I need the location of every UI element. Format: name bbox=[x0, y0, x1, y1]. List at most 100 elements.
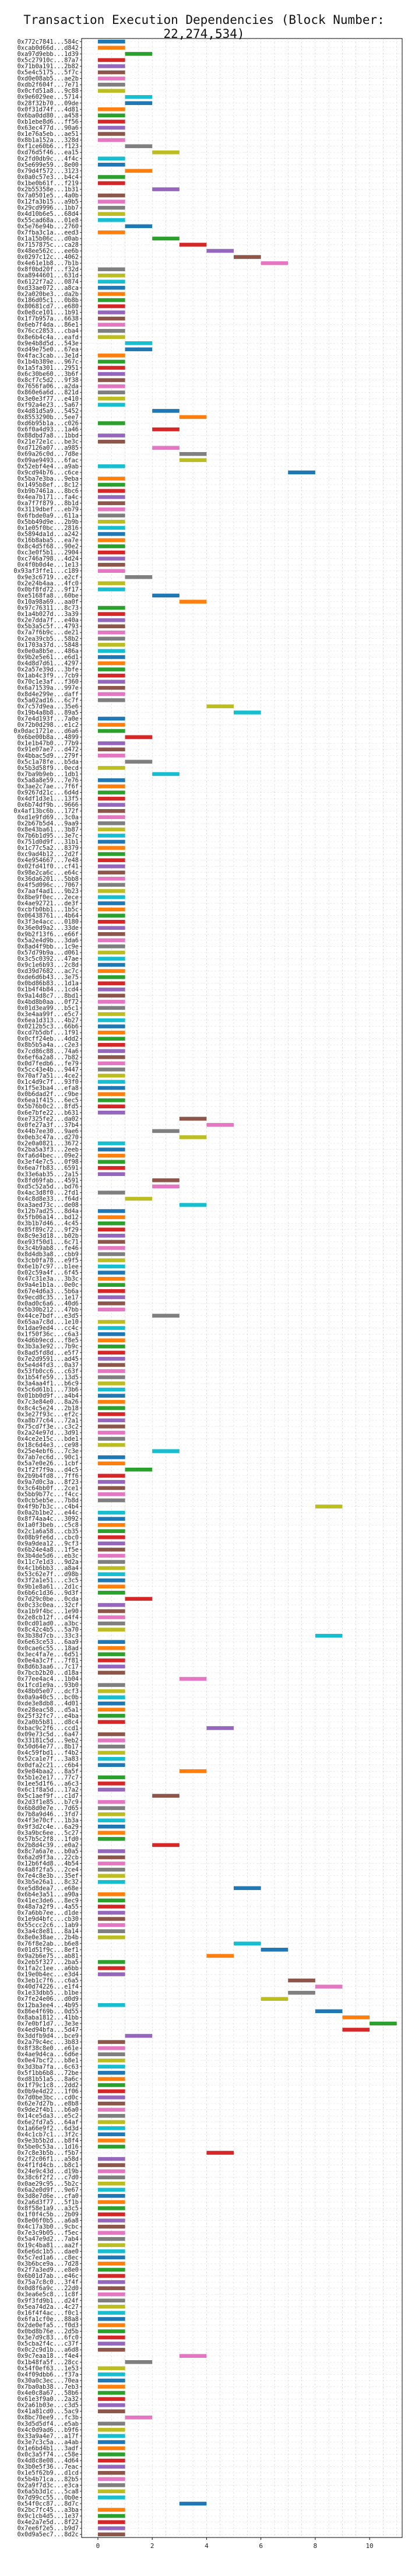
bar bbox=[97, 2329, 125, 2333]
y-tick-label: 0x2e24b4aa...4fc0 bbox=[17, 580, 79, 587]
bar bbox=[342, 2015, 370, 2020]
bar bbox=[97, 2040, 125, 2044]
y-tick-label: 0x9267d21c...6d4d bbox=[17, 789, 79, 796]
bar bbox=[97, 2255, 125, 2260]
bar bbox=[97, 2342, 125, 2346]
y-tick-label: 0x02fd41f0...cf41 bbox=[17, 863, 79, 870]
y-tick-label: 0x3f2a1e51...c3c5 bbox=[17, 1577, 79, 1584]
y-tick-label: 0x4c8d8e33...f64d bbox=[17, 1196, 79, 1203]
y-tick-label: 0x01d51f9c...8ef1 bbox=[17, 1947, 79, 1954]
bar bbox=[97, 46, 125, 50]
bar bbox=[152, 187, 180, 191]
y-tick-label: 0x6fbde0a9...611a bbox=[17, 512, 79, 519]
y-tick-label: 0x2b9b4fd8...7ff6 bbox=[17, 1472, 79, 1479]
bar bbox=[97, 2064, 125, 2069]
x-tick-label: 10 bbox=[365, 2542, 373, 2550]
bar bbox=[97, 667, 125, 671]
y-tick-label: 0x2ba5a3f3...2eeb bbox=[17, 1146, 79, 1153]
y-tick-label: 0x6b01d7ab...e46c bbox=[17, 2273, 79, 2280]
y-tick-label: 0x33e6ab35...2a15 bbox=[17, 1171, 79, 1178]
y-tick-label: 0x18c6d4e3...ce98 bbox=[17, 1442, 79, 1449]
y-tick-label: 0x7ab7ec6d...90c1 bbox=[17, 1454, 79, 1461]
bar bbox=[97, 1486, 125, 1490]
bar bbox=[97, 1399, 125, 1404]
bar bbox=[97, 1591, 125, 1595]
bar bbox=[97, 1541, 125, 1546]
bar bbox=[179, 452, 207, 456]
y-tick-label: 0x7c57d9ea...35e6 bbox=[17, 703, 79, 710]
y-tick-label: 0x4d8c8e08...4d64 bbox=[17, 2458, 79, 2465]
bar bbox=[97, 914, 125, 918]
y-tick-label: 0x4c1cb7c1...3f2c bbox=[17, 2131, 79, 2138]
bar bbox=[97, 175, 125, 179]
y-tick-label: 0x7fe24e06...d0d9 bbox=[17, 1996, 79, 2003]
bar bbox=[97, 2465, 125, 2469]
bar bbox=[97, 723, 125, 727]
y-tick-label: 0x38c6f2f2...c7d0 bbox=[17, 2174, 79, 2181]
bar bbox=[97, 2077, 125, 2081]
y-tick-label: 0x4f1fd4cb...b8c1 bbox=[17, 2162, 79, 2169]
bar bbox=[97, 1874, 125, 1878]
y-tick-label: 0xa3aed73c...de08 bbox=[17, 1202, 79, 1209]
y-tick-label: 0x4f0b0d4e...1e13 bbox=[17, 562, 79, 569]
bar bbox=[97, 2188, 125, 2192]
bar bbox=[97, 803, 125, 807]
y-tick-label: 0x4f9b7b3c...c4b4 bbox=[17, 1503, 79, 1510]
y-tick-label: 0x0bf8fd72...9f17 bbox=[17, 586, 79, 593]
y-tick-label: 0x8f74aa4c...3092 bbox=[17, 1516, 79, 1522]
bar bbox=[97, 729, 125, 733]
bar bbox=[97, 1529, 125, 1534]
y-tick-label: 0x1a0f3beb...c5c8 bbox=[17, 1522, 79, 1529]
y-tick-label: 0x2eb5f327...2ba5 bbox=[17, 1959, 79, 1966]
bar bbox=[97, 501, 125, 505]
y-tick-label: 0x4fac3cab...3e1d bbox=[17, 352, 79, 359]
bar bbox=[97, 716, 125, 721]
bar bbox=[179, 600, 207, 604]
y-tick-label: 0x1e5f62b9...d1cd bbox=[17, 2470, 79, 2477]
y-tick-label: 0x7fba3c1a...eed3 bbox=[17, 229, 79, 236]
y-tick-label: 0x6f0a4d93...1a46 bbox=[17, 426, 79, 433]
x-tick-label: 6 bbox=[259, 2542, 263, 2550]
y-tick-label: 0x2bc7fc45...a3ba bbox=[17, 2507, 79, 2514]
y-tick-label: 0x6e1b7c97...b1ee bbox=[17, 1264, 79, 1270]
y-tick-label: 0x21e72e1c...be3c bbox=[17, 439, 79, 446]
bar bbox=[97, 1535, 125, 1539]
bar bbox=[97, 612, 125, 616]
bar bbox=[97, 1609, 125, 1614]
y-tick-label: 0x2c1a6a58...cb35 bbox=[17, 1528, 79, 1535]
bar bbox=[97, 2175, 125, 2179]
bar bbox=[97, 796, 125, 801]
bar bbox=[97, 1430, 125, 1435]
bar bbox=[97, 2003, 125, 2007]
y-tick-label: 0x7bcb2b20...d18a bbox=[17, 1670, 79, 1676]
bar bbox=[97, 685, 125, 690]
bar bbox=[179, 2354, 207, 2358]
bar bbox=[288, 1978, 315, 1983]
y-tick-label: 0x5ea74d2a...4c27 bbox=[17, 2304, 79, 2311]
bar bbox=[125, 1196, 153, 1201]
y-tick-label: 0x80681cd7...e680 bbox=[17, 303, 79, 310]
y-tick-label: 0x0dac1721e...d6a6 bbox=[13, 728, 79, 735]
y-tick-label: 0x6122f7a2...0874 bbox=[17, 278, 79, 285]
bar bbox=[97, 1387, 125, 1392]
y-tick-label: 0x55cad68a...01e8 bbox=[17, 217, 79, 224]
y-tick-label: 0x8f58e1a9...a3c5 bbox=[17, 2205, 79, 2212]
y-tick-label: 0xde6d6b43...3e75 bbox=[17, 974, 79, 981]
y-tick-label: 0x0b9e4d22...1f06 bbox=[17, 2088, 79, 2095]
y-tick-label: 0xf92a4e23...5a67 bbox=[17, 401, 79, 408]
bar bbox=[125, 1468, 153, 1472]
bar bbox=[315, 1985, 343, 1989]
bar bbox=[179, 1676, 207, 1681]
y-tick-label: 0x7157875c...ca28 bbox=[17, 242, 79, 249]
y-tick-label: 0x69a26c0d...7d8e bbox=[17, 451, 79, 458]
y-tick-label: 0x3eb1c7f6...c6a5 bbox=[17, 1978, 79, 1985]
bar bbox=[97, 1751, 125, 1755]
bar bbox=[97, 562, 125, 567]
bar bbox=[97, 1240, 125, 1244]
y-tick-label: 0x3119dbef...eb79 bbox=[17, 506, 79, 513]
y-tick-label: 0x5c27910c...87a7 bbox=[17, 57, 79, 64]
y-tick-label: 0x5894da1d...a242 bbox=[17, 531, 79, 538]
y-tick-label: 0xa97d9ebb...1d39 bbox=[17, 51, 79, 58]
bar bbox=[97, 766, 125, 770]
